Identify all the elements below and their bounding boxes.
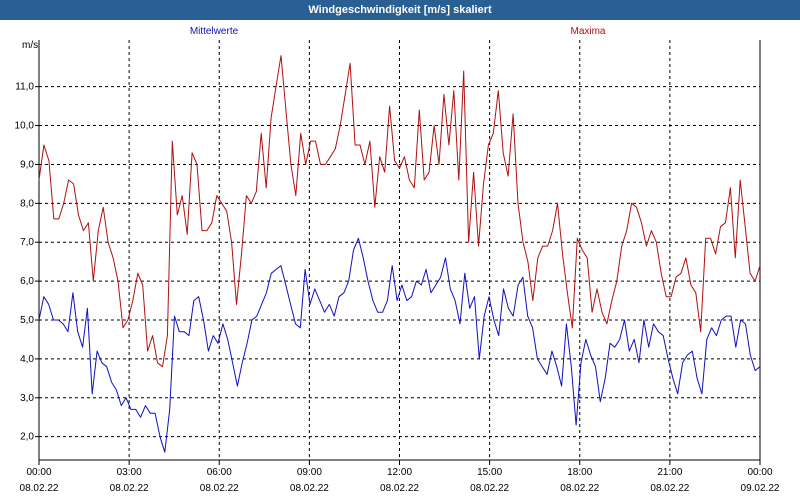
legend-mittelwerte: Mittelwerte [190,26,239,37]
x-tick-label-date: 08.02.22 [110,483,149,494]
x-tick-label-time: 09:00 [297,467,322,478]
y-tick-label: 8,0 [20,198,34,209]
x-tick-label-time: 18:00 [567,467,592,478]
x-tick-label-time: 00:00 [747,467,772,478]
x-tick-label-time: 03:00 [117,467,142,478]
x-tick-label-date: 08.02.22 [650,483,689,494]
x-tick-label-date: 08.02.22 [470,483,509,494]
x-tick-label-date: 08.02.22 [560,483,599,494]
y-tick-label: 4,0 [20,354,34,365]
y-axis-label: m/s [22,40,38,51]
y-tick-label: 6,0 [20,276,34,287]
y-tick-label: 11,0 [15,82,34,93]
x-tick-label-date: 08.02.22 [20,483,59,494]
y-tick-label: 3,0 [20,393,34,404]
series-line-maxima [38,55,761,368]
x-tick-label-date: 09.02.22 [741,483,780,494]
x-tick-label-time: 15:00 [477,467,502,478]
x-tick-label-time: 06:00 [207,467,232,478]
y-tick-label: 9,0 [20,159,34,170]
y-tick-label: 2,0 [20,432,34,443]
x-tick-label-time: 12:00 [387,467,412,478]
x-tick-label-time: 00:00 [26,467,51,478]
y-tick-label: 5,0 [20,315,34,326]
y-tick-label: 7,0 [20,237,34,248]
x-tick-label-date: 08.02.22 [290,483,329,494]
wind-speed-chart: 2,0 3,0 4,0 5,0 6,0 7,0 8,0 9,0 10,0 11,0 00:00 08.… [15,26,780,494]
x-tick-label-date: 08.02.22 [380,483,419,494]
chart-title: Windgeschwindigkeit [m/s] skaliert [0,0,800,20]
legend-maxima: Maxima [570,26,605,37]
series-line-mittelwerte [38,237,761,453]
x-tick-label-time: 21:00 [657,467,682,478]
y-tick-label: 10,0 [15,121,35,132]
x-tick-label-date: 08.02.22 [200,483,239,494]
